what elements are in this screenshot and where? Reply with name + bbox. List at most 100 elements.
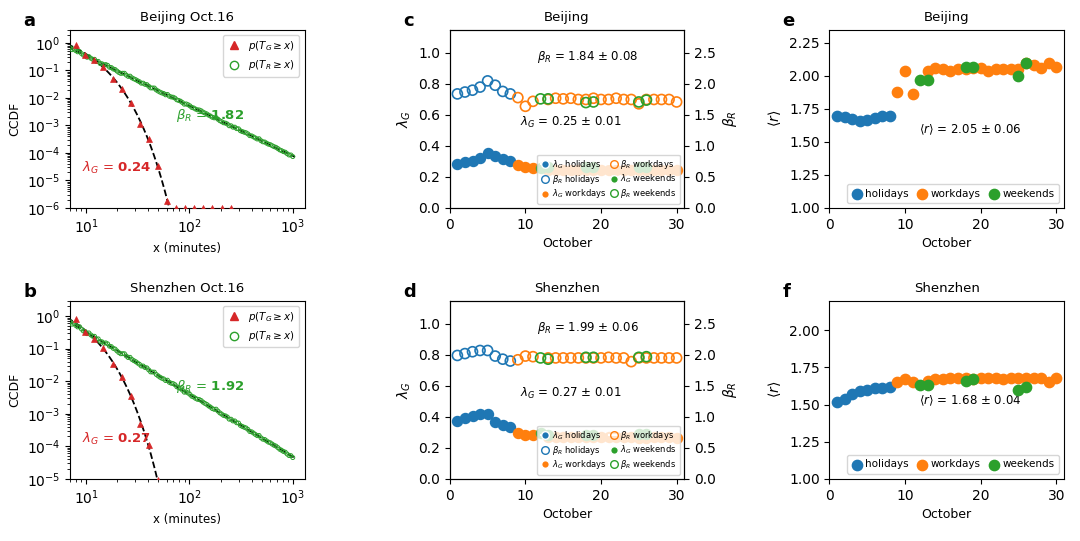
Point — [194, 108, 212, 116]
workdays — [972, 373, 989, 382]
Point — [245, 428, 262, 437]
workdays — [919, 67, 936, 75]
Point — [240, 425, 257, 434]
Point — [90, 57, 107, 65]
Point — [65, 45, 82, 54]
Point — [217, 119, 234, 128]
Point — [144, 84, 161, 93]
weekends — [919, 381, 936, 390]
Point — [592, 433, 609, 441]
Text: b: b — [24, 283, 37, 301]
Point — [67, 321, 84, 330]
Point — [592, 165, 609, 174]
Point — [166, 94, 184, 102]
workdays — [995, 375, 1012, 384]
Point — [174, 386, 191, 394]
Point — [271, 146, 288, 154]
workdays — [889, 378, 906, 387]
Point — [213, 410, 230, 418]
Point — [540, 166, 557, 174]
Point — [555, 166, 572, 174]
workdays — [957, 65, 974, 74]
Point — [198, 400, 215, 408]
Point — [599, 166, 617, 174]
Point — [68, 41, 85, 49]
Point — [123, 74, 140, 82]
Point — [185, 104, 202, 113]
Title: Shenzhen: Shenzhen — [914, 282, 980, 295]
holidays — [866, 113, 883, 122]
Point — [133, 362, 150, 371]
Point — [238, 128, 255, 137]
Point — [274, 447, 292, 456]
Point — [637, 352, 654, 361]
Y-axis label: $\beta_R$: $\beta_R$ — [721, 110, 740, 127]
Point — [176, 507, 193, 516]
Point — [213, 507, 230, 516]
Text: $\beta_R$ = 1.99 ± 0.06: $\beta_R$ = 1.99 ± 0.06 — [537, 320, 638, 336]
Point — [62, 44, 79, 52]
Point — [95, 339, 112, 347]
Point — [82, 54, 99, 63]
Point — [622, 357, 639, 366]
Point — [652, 165, 670, 174]
Point — [174, 98, 191, 107]
Point — [172, 384, 189, 393]
Point — [133, 79, 150, 88]
Point — [107, 65, 124, 74]
weekends — [912, 76, 929, 84]
Point — [176, 100, 193, 109]
Point — [464, 86, 482, 95]
Point — [622, 433, 639, 441]
Point — [228, 418, 245, 427]
Point — [146, 84, 163, 93]
Point — [495, 421, 512, 430]
Point — [184, 392, 201, 400]
Text: $\beta_R$ = $\bf{1.92}$: $\beta_R$ = $\bf{1.92}$ — [176, 378, 244, 395]
Point — [113, 373, 131, 381]
Point — [77, 50, 94, 59]
Point — [79, 329, 96, 338]
Text: $\lambda_G$ = $\bf{0.24}$: $\lambda_G$ = $\bf{0.24}$ — [82, 160, 151, 176]
Text: $\beta_R$ = 1.84 ± 0.08: $\beta_R$ = 1.84 ± 0.08 — [537, 49, 638, 65]
Text: $\langle r \rangle$ = 2.05 ± 0.06: $\langle r \rangle$ = 2.05 ± 0.06 — [918, 122, 1021, 137]
Point — [607, 94, 624, 103]
Point — [235, 423, 253, 432]
Point — [261, 438, 279, 447]
Point — [487, 352, 504, 360]
workdays — [919, 377, 936, 385]
Point — [129, 359, 146, 367]
Legend: $p(T_G \geq x)$, $p(T_R \geq x)$: $p(T_G \geq x)$, $p(T_R \geq x)$ — [224, 306, 299, 347]
Text: c: c — [403, 12, 414, 30]
X-axis label: x (minutes): x (minutes) — [153, 242, 221, 255]
Point — [457, 349, 474, 358]
workdays — [1017, 373, 1035, 382]
Point — [645, 433, 662, 441]
Point — [577, 354, 594, 362]
Y-axis label: $\lambda_G$: $\lambda_G$ — [395, 110, 413, 128]
Point — [167, 507, 185, 516]
Point — [149, 476, 166, 485]
Point — [487, 151, 504, 160]
Point — [112, 349, 130, 358]
Point — [190, 105, 207, 114]
Point — [525, 164, 542, 173]
Point — [510, 93, 527, 102]
Point — [457, 413, 474, 422]
Point — [198, 110, 215, 118]
Point — [113, 69, 131, 77]
Point — [622, 165, 639, 174]
X-axis label: October: October — [921, 237, 972, 250]
Point — [72, 325, 90, 333]
weekends — [1017, 58, 1035, 67]
Point — [548, 433, 565, 441]
Title: Shenzhen: Shenzhen — [535, 282, 599, 295]
Point — [167, 203, 185, 212]
Point — [212, 116, 229, 125]
Point — [99, 61, 117, 70]
workdays — [1025, 373, 1042, 382]
Point — [210, 407, 227, 415]
Point — [85, 56, 103, 64]
holidays — [843, 115, 861, 123]
weekends — [964, 375, 982, 384]
